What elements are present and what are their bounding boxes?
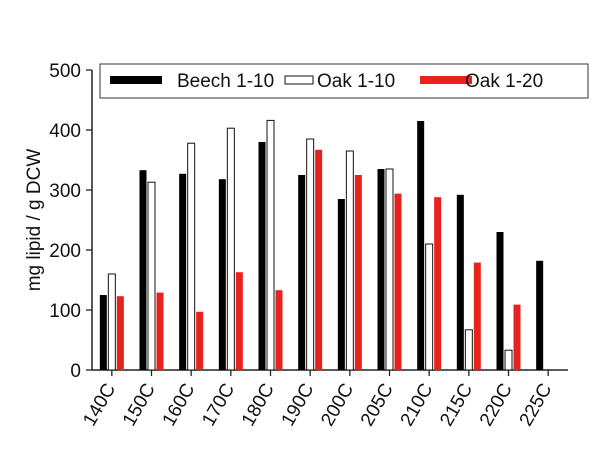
plot-area: 0 100 200 300 400 500 140C150C160C170C180C190C… [49, 61, 568, 430]
bar-beech-1-10-150c [139, 170, 147, 370]
y-tick-label: 100 [49, 301, 81, 322]
bar-oak-1-20-170c [235, 272, 243, 370]
bar-oak-1-20-205c [394, 193, 402, 370]
legend-label-beech-1-10: Beech 1-10 [177, 71, 274, 92]
legend-swatch-beech-1-10 [110, 76, 162, 84]
bar-oak-1-10-140c [107, 273, 116, 371]
bar-beech-1-10-225c [536, 260, 544, 370]
bar-oak-1-20-150c [156, 292, 164, 370]
legend-label-oak-1-20: Oak 1-20 [465, 71, 543, 92]
bar-oak-1-10-205c [385, 168, 394, 371]
bar-oak-1-10-190c [306, 138, 315, 371]
bar-oak-1-20-140c [116, 296, 124, 370]
bar-oak-1-20-190c [315, 149, 323, 370]
x-tick-label: 170C [198, 380, 239, 430]
x-tick-label: 160C [159, 380, 200, 430]
y-tick-label: 500 [49, 61, 81, 82]
x-tick-label: 220C [476, 380, 517, 430]
x-tick-label: 215C [436, 380, 477, 430]
x-tick-label: 190C [278, 380, 319, 430]
bar-beech-1-10-215c [456, 194, 464, 370]
bar-oak-1-10-160c [187, 142, 196, 371]
bar-beech-1-10-200c [337, 199, 345, 370]
bar-oak-1-20-200c [354, 175, 362, 370]
bar-beech-1-10-220c [496, 232, 504, 370]
bar-oak-1-10-220c [504, 349, 513, 371]
bar-beech-1-10-210c [417, 121, 425, 370]
x-tick-label: 180C [238, 380, 279, 430]
bar-oak-1-20-220c [513, 304, 521, 370]
y-tick-label: 0 [70, 361, 81, 382]
bar-oak-1-20-180c [275, 290, 283, 370]
y-tick-label: 300 [49, 181, 81, 202]
legend-box [99, 63, 589, 99]
bar-oak-1-10-200c [345, 150, 354, 371]
bar-oak-1-10-170c [226, 127, 235, 371]
legend: Beech 1-10 Oak 1-10 Oak 1-20 [99, 63, 589, 99]
bar-beech-1-10-205c [377, 169, 385, 370]
x-tick-label: 200C [317, 380, 358, 430]
bar-oak-1-20-215c [473, 262, 481, 370]
y-axis-label: mg lipid / g DCW [24, 149, 45, 292]
bar-oak-1-10-180c [266, 119, 275, 371]
y-tick-label: 200 [49, 241, 81, 262]
bar-oak-1-20-210c [434, 197, 442, 370]
x-tick-label: 225C [516, 380, 557, 430]
x-tick-label: 150C [119, 380, 160, 430]
y-tick-label: 400 [49, 121, 81, 142]
bar-oak-1-10-150c [147, 181, 156, 371]
bar-oak-1-10-215c [464, 329, 473, 371]
bar-beech-1-10-190c [298, 175, 306, 370]
x-tick-label: 210C [397, 380, 438, 430]
bar-beech-1-10-140c [99, 295, 107, 370]
bar-beech-1-10-180c [258, 142, 266, 370]
bar-beech-1-10-170c [218, 179, 226, 370]
legend-label-oak-1-10: Oak 1-10 [317, 71, 395, 92]
bar-oak-1-20-160c [196, 311, 204, 370]
legend-swatch-oak-1-20 [420, 76, 472, 84]
legend-swatch-oak-1-10 [284, 75, 314, 85]
bar-beech-1-10-160c [179, 173, 187, 370]
bar-oak-1-10-210c [425, 243, 434, 371]
x-tick-label: 140C [79, 380, 120, 430]
x-tick-label: 205C [357, 380, 398, 430]
